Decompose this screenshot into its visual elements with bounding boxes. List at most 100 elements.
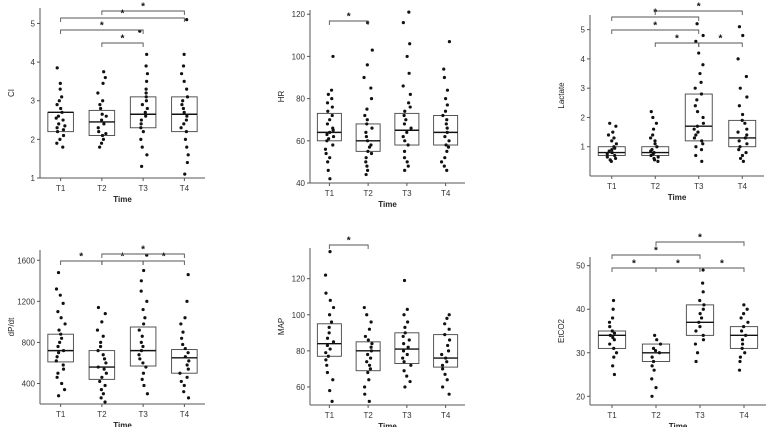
- data-point: [737, 148, 741, 152]
- data-point: [365, 168, 370, 172]
- data-point: [740, 118, 744, 122]
- data-point: [695, 351, 700, 355]
- significance-bracket: [699, 267, 745, 272]
- data-point: [651, 127, 656, 131]
- data-point: [365, 118, 369, 122]
- data-point: [326, 109, 330, 113]
- data-point: [653, 333, 657, 337]
- data-point: [144, 95, 148, 99]
- data-point: [61, 349, 66, 353]
- data-point: [614, 351, 619, 355]
- data-point: [366, 21, 370, 25]
- data-point: [362, 75, 366, 80]
- x-tick-label: T4: [739, 411, 749, 420]
- data-point: [404, 118, 408, 122]
- significance-bracket: [611, 254, 701, 259]
- data-point: [736, 57, 740, 61]
- data-point: [745, 127, 749, 131]
- data-point: [406, 164, 410, 168]
- data-point: [605, 152, 609, 156]
- data-point: [180, 102, 184, 107]
- data-point: [141, 371, 146, 375]
- data-point: [186, 153, 190, 157]
- data-point: [698, 71, 702, 76]
- data-point: [103, 312, 107, 316]
- data-point: [54, 359, 58, 363]
- data-point: [98, 145, 102, 149]
- data-point: [447, 40, 452, 44]
- data-point: [405, 130, 409, 134]
- data-point: [101, 99, 105, 103]
- x-axis-label: Time: [668, 193, 687, 202]
- data-point: [740, 346, 744, 351]
- significance-bracket: [101, 253, 185, 258]
- y-axis-label: Lactate: [557, 82, 566, 109]
- data-point: [606, 133, 611, 137]
- data-point: [441, 385, 445, 389]
- data-point: [185, 363, 189, 367]
- data-point: [446, 145, 451, 149]
- data-point: [607, 149, 611, 153]
- data-point: [401, 21, 405, 25]
- data-point: [445, 316, 449, 320]
- data-point: [324, 351, 328, 355]
- y-axis-label: MAP: [277, 318, 286, 335]
- data-point: [653, 348, 658, 353]
- data-point: [364, 134, 369, 139]
- data-point: [61, 301, 65, 305]
- data-point: [137, 353, 141, 357]
- data-point: [612, 331, 617, 335]
- y-tick-label: 60: [296, 383, 305, 392]
- data-point: [325, 101, 330, 105]
- y-axis-label: EtCO2: [557, 318, 566, 343]
- data-point: [104, 131, 108, 136]
- data-point: [104, 361, 108, 365]
- data-point: [325, 363, 329, 367]
- data-point: [608, 121, 612, 125]
- data-point: [63, 322, 67, 326]
- y-tick-label: 1: [31, 174, 36, 183]
- data-point: [142, 322, 146, 326]
- y-tick-label: 1600: [17, 256, 35, 265]
- data-point: [101, 334, 105, 338]
- significance-bracket: [142, 260, 185, 265]
- y-tick-label: 1: [581, 143, 586, 152]
- data-point: [104, 114, 108, 118]
- data-point: [406, 143, 410, 147]
- significance-star: *: [719, 34, 723, 45]
- data-point: [694, 39, 698, 43]
- y-tick-label: 4: [31, 58, 36, 67]
- data-point: [369, 345, 373, 349]
- data-point: [328, 388, 332, 393]
- data-point: [185, 375, 189, 379]
- data-point: [362, 305, 366, 310]
- data-point: [610, 150, 614, 155]
- data-point: [54, 116, 58, 120]
- data-point: [701, 290, 705, 294]
- data-point: [445, 149, 449, 153]
- data-point: [185, 114, 189, 118]
- data-point: [408, 105, 412, 109]
- data-point: [366, 338, 370, 342]
- data-point: [324, 151, 328, 156]
- data-point: [403, 325, 407, 330]
- data-point: [57, 328, 61, 332]
- box: [597, 330, 627, 349]
- data-point: [144, 365, 148, 369]
- x-tick-label: T3: [402, 189, 412, 198]
- data-point: [407, 10, 411, 14]
- data-point: [181, 330, 185, 334]
- y-tick-label: 80: [296, 95, 305, 104]
- data-point: [405, 352, 409, 357]
- data-point: [181, 106, 186, 111]
- data-point: [694, 145, 698, 149]
- data-point: [650, 364, 654, 368]
- data-point: [144, 114, 148, 118]
- data-point: [56, 394, 61, 398]
- data-point: [55, 102, 59, 107]
- data-point: [693, 104, 697, 108]
- data-point: [145, 79, 149, 84]
- data-point: [56, 114, 61, 118]
- x-tick-label: T1: [56, 410, 66, 419]
- data-point: [652, 156, 656, 161]
